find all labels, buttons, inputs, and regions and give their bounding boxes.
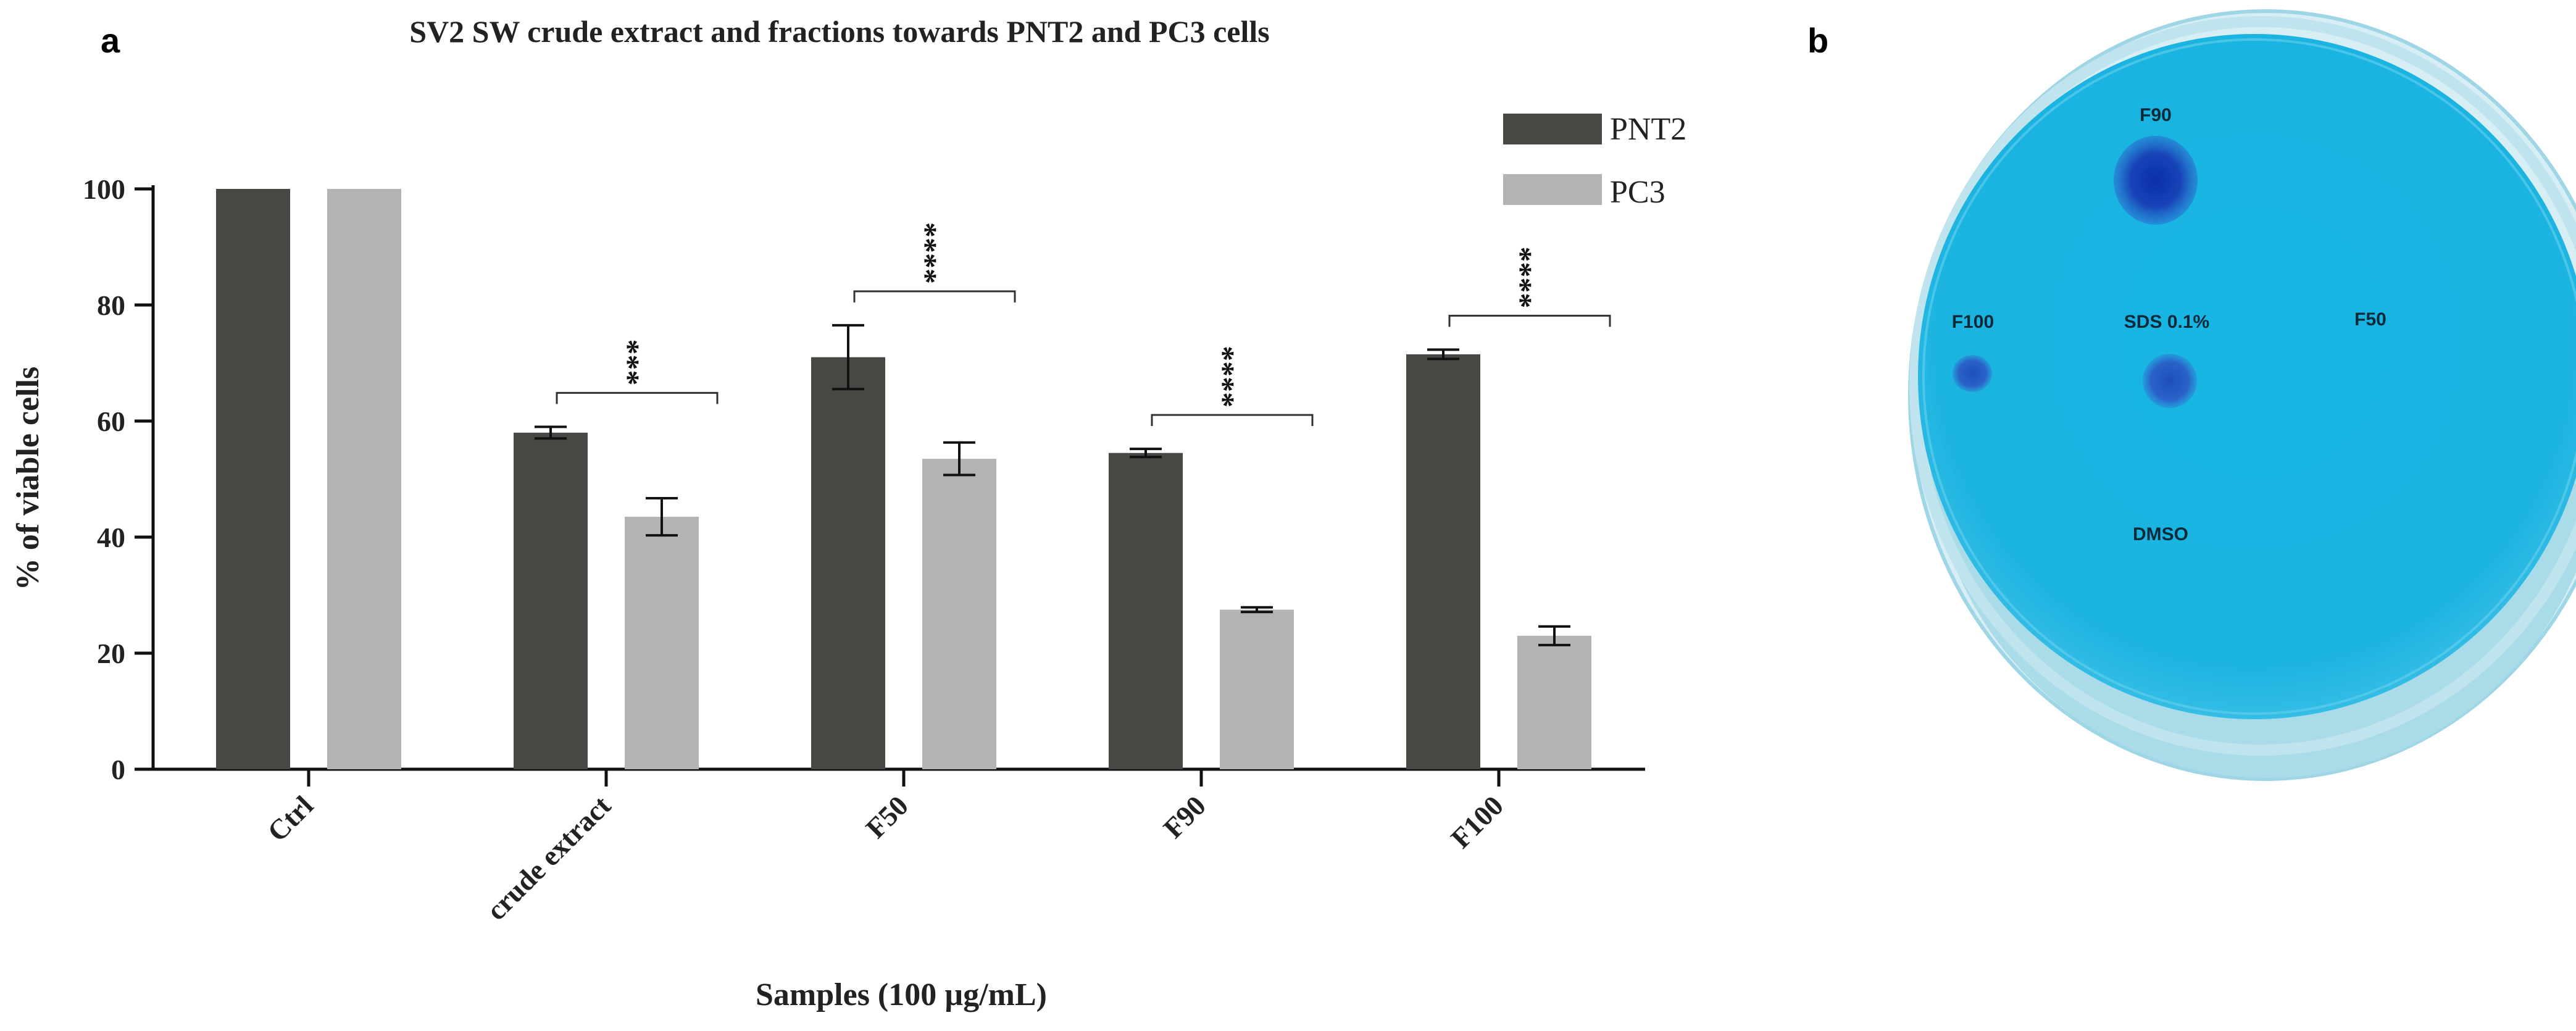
bar-pnt2-0 xyxy=(216,189,290,769)
inhibition-zone-f100 xyxy=(1953,355,1992,392)
bar-pc3-1 xyxy=(625,517,699,769)
panel-b: b F90 F100 SDS 0.1% F50 DMSO xyxy=(1807,9,2576,781)
significance-bracket xyxy=(1151,414,1314,427)
y-tick-label: 40 xyxy=(97,522,125,553)
panel-b-label: b xyxy=(1807,21,1828,60)
y-tick-label: 100 xyxy=(83,173,125,205)
inhibition-zone-f90 xyxy=(2114,136,2198,225)
petri-dish-inner-rim xyxy=(1909,16,2576,756)
significance-label: **** xyxy=(1512,246,1546,308)
y-axis-label: % of viable cells xyxy=(10,367,46,591)
significance-bracket xyxy=(556,391,719,404)
legend-swatch-pc3 xyxy=(1503,174,1602,205)
significance-label: **** xyxy=(917,222,951,284)
bar-pnt2-2 xyxy=(811,357,885,769)
bar-pc3-3 xyxy=(1220,609,1294,769)
inhibition-zone-sds xyxy=(2143,354,2197,408)
bar-pnt2-3 xyxy=(1109,453,1183,769)
plate-label-dmso: DMSO xyxy=(2133,524,2188,545)
error-bars xyxy=(535,323,1570,646)
bar-pc3-4 xyxy=(1517,635,1591,769)
x-tick-label: crude extract xyxy=(480,790,617,927)
chart-title: SV2 SW crude extract and fractions towar… xyxy=(409,14,1269,49)
plate-label-sds: SDS 0.1% xyxy=(2124,312,2209,332)
legend-label-pc3: PC3 xyxy=(1610,175,1665,210)
significance-label: **** xyxy=(1214,346,1249,407)
x-tick-label: Ctrl xyxy=(261,790,319,848)
y-tick-label: 60 xyxy=(97,406,125,437)
legend: PNT2 PC3 xyxy=(1503,112,1686,210)
x-tick-label: F100 xyxy=(1444,790,1509,854)
bar-pc3-2 xyxy=(922,459,996,769)
bars xyxy=(216,189,1591,769)
y-tick-label: 20 xyxy=(97,638,125,669)
legend-label-pnt2: PNT2 xyxy=(1610,112,1686,147)
plate-label-f100: F100 xyxy=(1952,312,1994,332)
plate-label-f90: F90 xyxy=(2140,105,2172,125)
x-tick-label: F50 xyxy=(860,790,914,844)
significance-brackets: *************** xyxy=(556,222,1611,427)
panel-a: a SV2 SW crude extract and fractions tow… xyxy=(10,14,1686,1012)
bar-pc3-0 xyxy=(327,189,401,769)
significance-bracket xyxy=(853,290,1016,303)
y-tick-label: 80 xyxy=(97,290,125,321)
x-ticks: Ctrl crude extract F50 F90 F100 xyxy=(261,769,1509,926)
legend-swatch-pnt2 xyxy=(1503,114,1602,144)
y-ticks: 0 20 40 60 80 100 xyxy=(83,173,153,785)
significance-label: *** xyxy=(619,339,654,385)
agar-medium xyxy=(1918,34,2576,719)
agar-edge-highlight xyxy=(1922,38,2576,715)
y-tick-label: 0 xyxy=(111,754,125,785)
bar-pnt2-1 xyxy=(514,432,588,769)
bar-pnt2-4 xyxy=(1406,354,1480,769)
plate-label-f50: F50 xyxy=(2354,309,2386,330)
panel-a-label: a xyxy=(101,21,120,60)
x-tick-label: F90 xyxy=(1157,790,1212,844)
significance-bracket xyxy=(1448,314,1611,327)
x-axis-label: Samples (100 µg/mL) xyxy=(756,977,1047,1012)
